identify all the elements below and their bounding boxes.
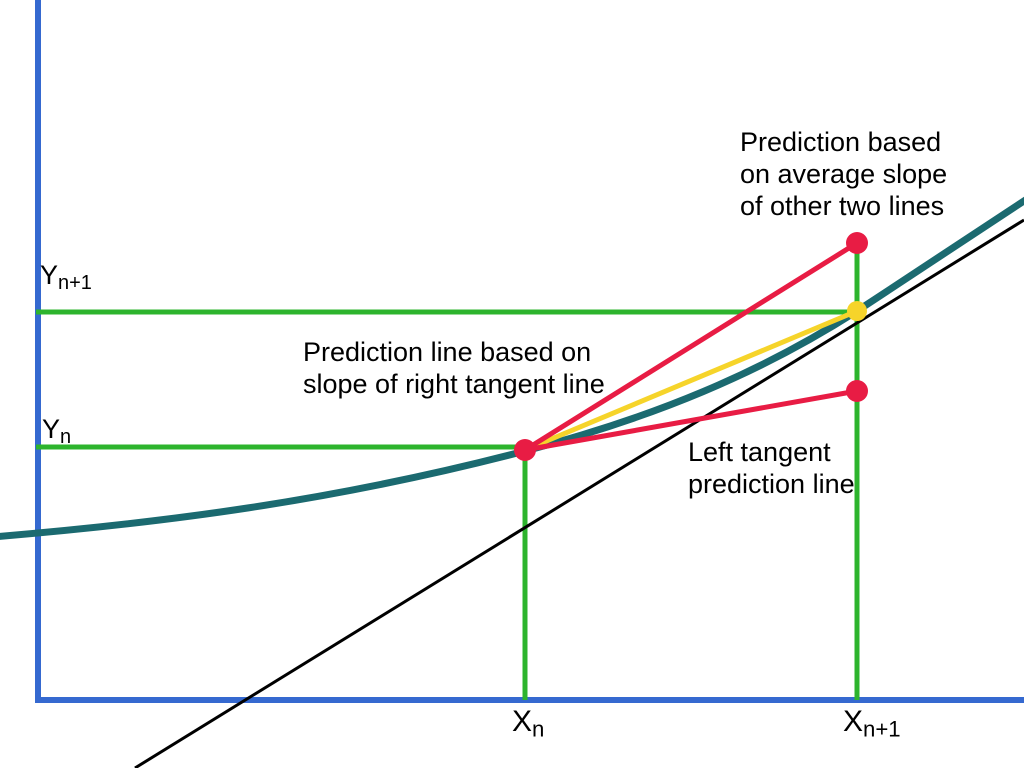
right-tangent-prediction-point [846, 232, 868, 254]
right-tangent-slope-prediction-line [523, 240, 859, 453]
label-left-tangent-prediction: Left tangent prediction line [688, 437, 855, 499]
left-tangent-prediction-point [846, 380, 868, 402]
current-point-xn-yn [514, 439, 536, 461]
solution-curve [0, 196, 1024, 540]
y-n-axis-label: Yn [42, 414, 71, 449]
label-right-tangent-prediction: Prediction line based on slope of right … [303, 337, 605, 399]
average-slope-prediction-point [847, 301, 867, 321]
label-average-slope-prediction: Prediction based on average slope of oth… [740, 127, 948, 221]
x-n-axis-label: Xn [512, 705, 544, 742]
x-next-axis-label-base: X [843, 705, 864, 738]
left-tangent-prediction-line [524, 388, 858, 453]
y-next-axis-label-sub: n+1 [58, 271, 92, 294]
x-n-axis-label-base: X [512, 705, 533, 738]
y-n-axis-label-base: Y [42, 414, 61, 444]
right-tangent-line [134, 218, 1024, 768]
x-next-axis-label: Xn+1 [843, 705, 901, 742]
y-next-axis-label: Yn+1 [40, 260, 92, 295]
x-next-axis-label-sub: n+1 [863, 716, 901, 742]
x-n-axis-label-sub: n [532, 716, 545, 742]
y-n-axis-label-sub: n [60, 425, 72, 448]
average-slope-prediction-line [524, 308, 858, 453]
y-next-axis-label-base: Y [40, 260, 59, 290]
